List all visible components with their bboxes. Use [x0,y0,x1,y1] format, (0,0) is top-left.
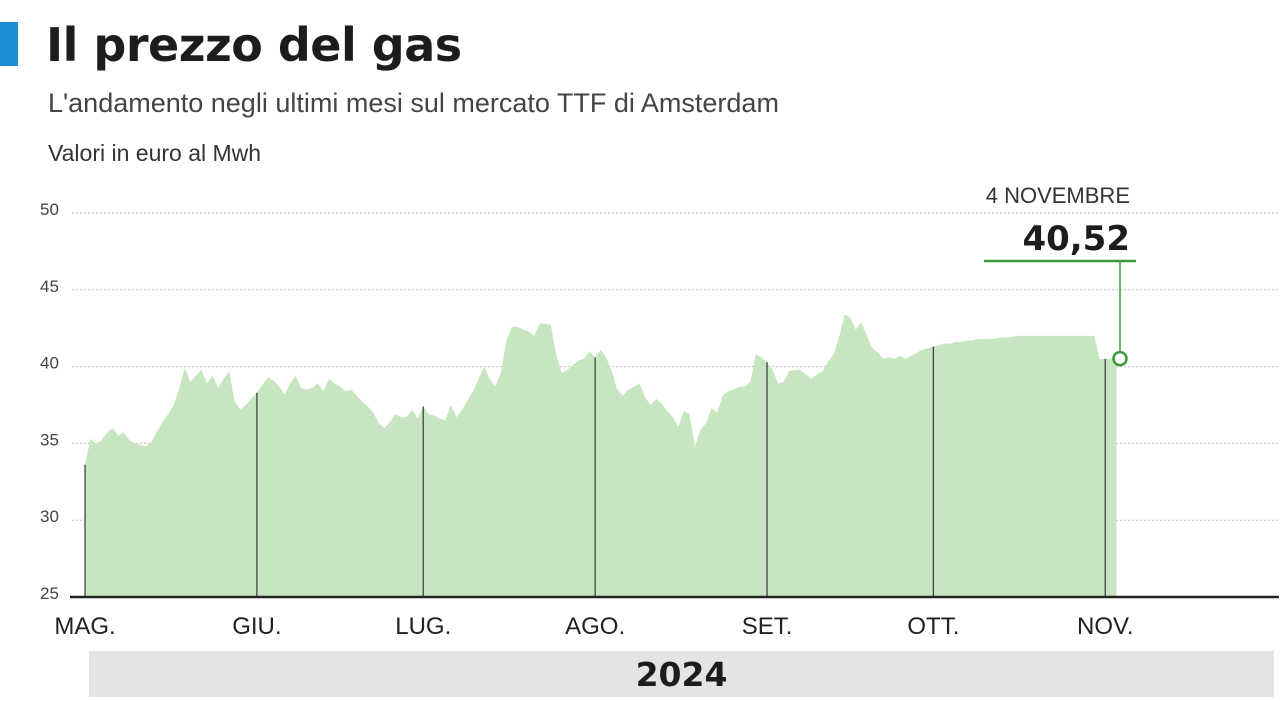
y-tick-label-45: 45 [40,277,59,296]
callout-value-label: 40,52 [1022,219,1130,259]
title-accent-bar [0,22,18,66]
price-series-area [85,314,1117,597]
x-tick-label-giu: GIU. [232,613,281,640]
latest-value-callout: 4 NOVEMBRE 40,52 [984,183,1136,367]
y-tick-label-25: 25 [40,584,59,603]
latest-value-marker [1112,350,1128,367]
y-tick-label-50: 50 [40,200,59,219]
axis-layer: 50 45 40 35 30 25 MAG. GIU. LUG. AGO. SET. OTT. NOV. [40,200,1279,640]
y-tick-label-30: 30 [40,507,59,526]
x-tick-label-lug: LUG. [395,613,451,640]
price-area [85,314,1117,597]
y-tick-label-35: 35 [40,430,59,449]
year-band: 2024 [89,651,1274,697]
x-tick-label-ott: OTT. [907,613,959,640]
unit-label: Valori in euro al Mwh [48,140,262,166]
year-label: 2024 [635,654,728,694]
y-tick-label-40: 40 [40,354,59,373]
x-tick-label-mag: MAG. [54,613,115,640]
callout-date-label: 4 NOVEMBRE [986,183,1130,208]
x-tick-label-nov: NOV. [1077,613,1133,640]
chart-subtitle: L'andamento negli ultimi mesi sul mercat… [48,88,779,118]
month-dividers [84,346,1106,597]
x-tick-label-set: SET. [742,613,793,640]
x-tick-label-ago: AGO. [565,613,625,640]
chart-title: Il prezzo del gas [46,18,462,72]
